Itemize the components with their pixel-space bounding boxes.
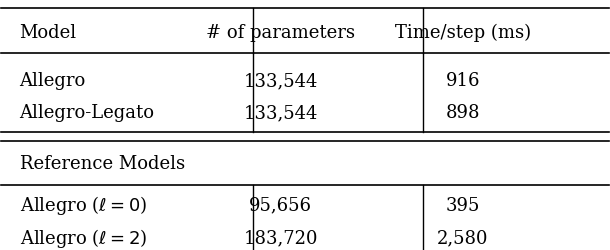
Text: 898: 898 [446,104,480,122]
Text: Time/step (ms): Time/step (ms) [395,24,531,42]
Text: 95,656: 95,656 [249,197,312,215]
Text: Allegro ($\ell = 0$): Allegro ($\ell = 0$) [20,194,147,217]
Text: # of parameters: # of parameters [206,24,355,42]
Text: Model: Model [20,24,77,42]
Text: 183,720: 183,720 [243,229,318,247]
Text: Allegro-Legato: Allegro-Legato [20,104,154,122]
Text: 395: 395 [446,197,480,215]
Text: 2,580: 2,580 [437,229,489,247]
Text: Allegro ($\ell = 2$): Allegro ($\ell = 2$) [20,226,147,250]
Text: 133,544: 133,544 [243,72,318,90]
Text: 916: 916 [446,72,480,90]
Text: Allegro: Allegro [20,72,86,90]
Text: Reference Models: Reference Models [20,155,185,173]
Text: 133,544: 133,544 [243,104,318,122]
